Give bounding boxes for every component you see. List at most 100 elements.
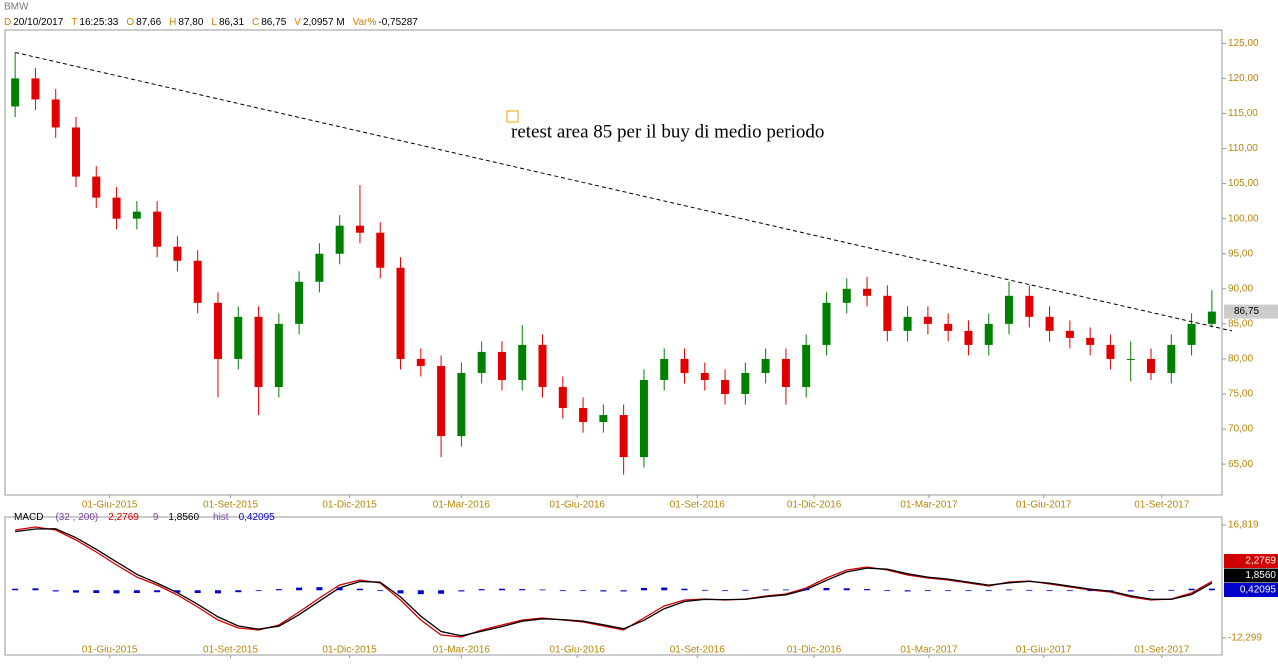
candle-body [193, 260, 202, 303]
chart-title: BMW [4, 2, 29, 13]
candle-body [700, 372, 709, 380]
x-tick-label: 01-Mar-2016 [433, 500, 491, 511]
hist-bar [904, 590, 911, 592]
hist-bar [580, 590, 587, 592]
last-price-label: 86,75 [1234, 306, 1259, 317]
y-tick-label: 100,00 [1228, 213, 1259, 224]
y-tick-label: 70,00 [1228, 424, 1253, 435]
header-key: L [211, 17, 217, 28]
header-key: H [169, 17, 176, 28]
candle-body [518, 344, 527, 380]
header-value: 86,75 [261, 17, 286, 28]
y-tick-label: -12,299 [1228, 633, 1262, 644]
header-key: D [4, 17, 11, 28]
hist-bar [336, 587, 343, 591]
hist-bar [377, 590, 384, 592]
hist-bar [113, 590, 120, 594]
candle-body [153, 211, 162, 247]
candle-body [842, 288, 851, 303]
candle-body [92, 176, 101, 198]
candle-body [132, 211, 141, 219]
candle-body [741, 372, 750, 395]
x-tick-label: 01-Set-2017 [1134, 645, 1189, 656]
candle-body [944, 323, 953, 331]
candle-body [761, 358, 770, 373]
header-value: 87,66 [136, 17, 161, 28]
candle-body [558, 386, 567, 409]
candle-body [11, 78, 20, 107]
hist-bar [1168, 589, 1175, 591]
candle-body [1126, 358, 1135, 360]
candle-body [1106, 344, 1115, 359]
candle-body [802, 344, 811, 387]
hist-bar [1208, 588, 1215, 591]
value-box-label: 1,8560 [1245, 570, 1276, 581]
header-value: 2,0957 M [303, 17, 345, 28]
hist-bar [519, 589, 526, 591]
candle-body [1005, 295, 1014, 324]
annotation-marker [506, 110, 519, 123]
hist-bar [803, 588, 810, 591]
hist-bar [823, 587, 830, 591]
x-tick-label: 01-Dic-2015 [322, 500, 377, 511]
hist-bar [1026, 589, 1033, 591]
x-tick-label: 01-Dic-2015 [322, 645, 377, 656]
y-tick-label: 125,00 [1228, 38, 1259, 49]
hist-bar [397, 590, 404, 594]
candle-body [599, 415, 608, 423]
x-tick-label: 01-Giu-2017 [1016, 500, 1072, 511]
hist-bar [620, 590, 627, 592]
hist-bar [864, 589, 871, 591]
trendline [15, 51, 1232, 332]
candle-body [355, 225, 364, 233]
candle-body [721, 379, 730, 395]
hist-bar [417, 590, 424, 595]
hist-bar [478, 589, 485, 591]
candle-body [923, 316, 932, 324]
legend-value: 1,8560 [168, 512, 199, 523]
candle-body [274, 323, 283, 387]
legend-name: 9 [153, 512, 159, 523]
x-tick-label: 01-Giu-2017 [1016, 645, 1072, 656]
hist-bar [1006, 589, 1013, 591]
hist-bar [661, 587, 668, 591]
hist-bar [296, 587, 303, 591]
candle-body [619, 415, 628, 458]
hist-bar [701, 589, 708, 591]
x-tick-label: 01-Dic-2016 [787, 645, 842, 656]
candle-body [376, 232, 385, 268]
candle-body [31, 78, 40, 100]
legend-name: hist [213, 512, 229, 523]
hist-bar [458, 590, 465, 592]
candle-body [112, 197, 121, 219]
header-key: C [252, 17, 259, 28]
y-tick-label: 85,00 [1228, 319, 1253, 330]
hist-bar [985, 590, 992, 592]
hist-bar [174, 590, 181, 593]
candle-body [1065, 330, 1074, 338]
candle-body [173, 246, 182, 261]
header-value: 87,80 [178, 17, 203, 28]
header-value: -0,75287 [378, 17, 418, 28]
y-tick-label: 75,00 [1228, 389, 1253, 400]
candle-body [416, 358, 425, 366]
hist-bar [640, 587, 647, 591]
hist-bar [32, 588, 39, 591]
x-tick-label: 01-Set-2015 [203, 500, 258, 511]
candle-body [639, 379, 648, 458]
macd-line [15, 528, 1213, 637]
candle-body [883, 295, 892, 331]
hist-bar [498, 588, 505, 591]
candle-body [315, 253, 324, 282]
hist-bar [214, 590, 221, 594]
y-tick-label: 120,00 [1228, 73, 1259, 84]
macd-line [15, 526, 1213, 638]
hist-bar [782, 589, 789, 591]
hist-bar [742, 589, 749, 591]
candle-body [254, 316, 263, 387]
x-tick-label: 01-Mar-2016 [433, 645, 491, 656]
y-tick-label: 95,00 [1228, 248, 1253, 259]
header-key: Var% [353, 17, 377, 28]
candle-body [984, 323, 993, 345]
value-box-label: 0,42095 [1240, 585, 1277, 596]
